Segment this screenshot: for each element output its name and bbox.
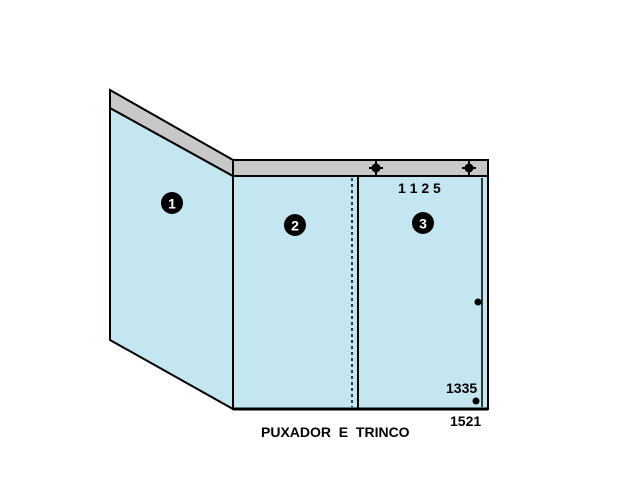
panel-badge-2: 2 (284, 214, 306, 236)
panel-badge-3-label: 3 (419, 216, 427, 232)
panel-badge-2-label: 2 (291, 218, 299, 234)
code-1335-label: 1335 (446, 380, 477, 396)
panel-badge-3: 3 (412, 212, 434, 234)
panel-badge-1-label: 1 (168, 196, 176, 212)
code-1521-label: 1521 (450, 413, 481, 429)
sliding-door-glass-panel (358, 176, 488, 409)
panel-badge-1: 1 (161, 192, 183, 214)
front-top-rail (233, 160, 488, 176)
lock-dot-icon (473, 398, 480, 405)
code-top-label: 1 1 2 5 (398, 180, 441, 196)
handle-dot-icon (475, 299, 482, 306)
front-fixed-glass-panel (233, 176, 358, 409)
caption-label: PUXADOR E TRINCO (261, 424, 410, 440)
